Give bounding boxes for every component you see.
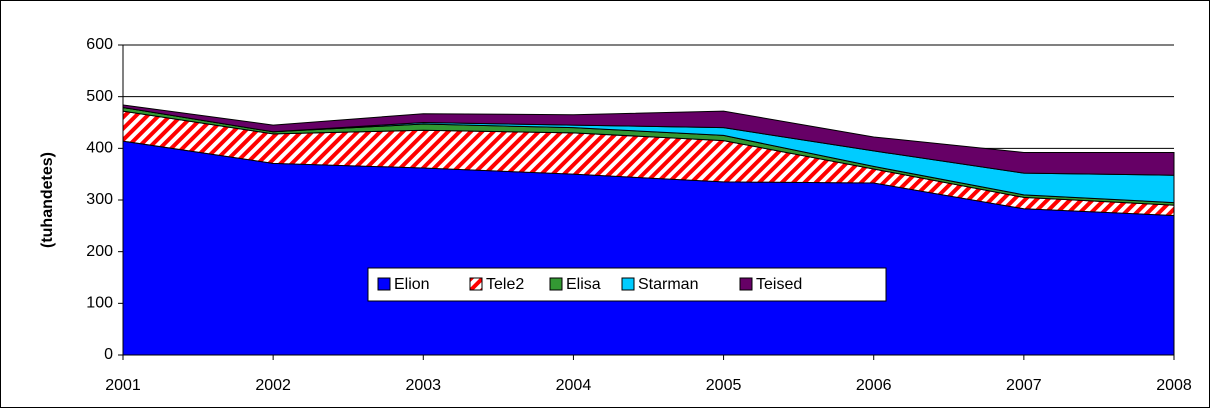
legend-box <box>367 267 887 302</box>
legend-swatch <box>469 277 483 291</box>
legend-label: Elion <box>394 276 430 293</box>
x-tick-label: 2005 <box>706 377 742 394</box>
x-tick-label: 2007 <box>1006 377 1042 394</box>
x-tick-label: 2006 <box>856 377 892 394</box>
legend-swatch <box>377 277 391 291</box>
legend-label: Starman <box>638 276 698 293</box>
y-tick-label: 200 <box>86 243 113 260</box>
y-axis-label: (tuhandetes) <box>39 152 56 248</box>
legend-label: Elisa <box>566 276 601 293</box>
y-tick-label: 300 <box>86 191 113 208</box>
y-tick-label: 500 <box>86 88 113 105</box>
area <box>122 104 1175 176</box>
x-tick-label: 2008 <box>1156 377 1192 394</box>
y-tick-label: 100 <box>86 295 113 312</box>
legend-swatch <box>621 277 635 291</box>
legend-label: Tele2 <box>486 276 524 293</box>
y-tick-label: 600 <box>86 36 113 53</box>
x-tick-label: 2004 <box>556 377 592 394</box>
legend-swatch <box>549 277 563 291</box>
y-tick-label: 400 <box>86 140 113 157</box>
x-tick-label: 2003 <box>405 377 441 394</box>
legend-swatch <box>739 277 753 291</box>
y-tick-label: 0 <box>104 346 113 363</box>
legend-label: Teised <box>756 276 802 293</box>
x-tick-label: 2001 <box>105 377 141 394</box>
x-tick-label: 2002 <box>255 377 291 394</box>
